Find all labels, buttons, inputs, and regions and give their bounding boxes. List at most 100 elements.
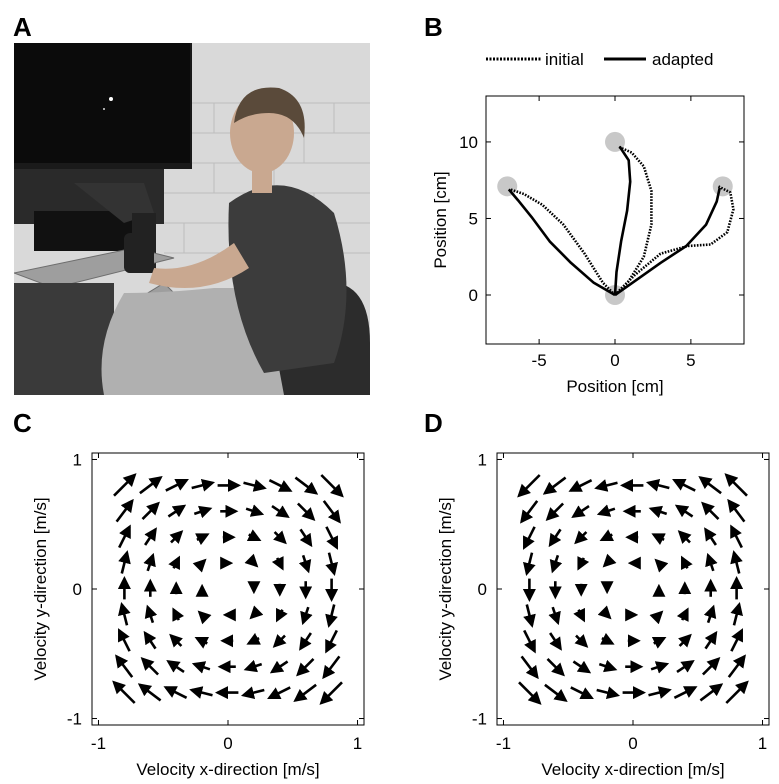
force-vector-arrow [549, 632, 562, 651]
force-vector-arrow [518, 681, 542, 705]
x-axis-label: Velocity x-direction [m/s] [136, 760, 319, 779]
force-vector-arrow [574, 634, 589, 648]
force-vector-arrow [191, 479, 216, 492]
force-vector-arrow [296, 502, 316, 521]
force-vector-arrow [272, 634, 287, 648]
trajectory-adapted [507, 188, 616, 297]
force-vector-arrow [296, 657, 315, 677]
force-vector-arrow [325, 552, 338, 577]
y-axis-label: Position [cm] [431, 171, 450, 268]
force-vector-arrow [166, 660, 185, 673]
force-vector-arrow [322, 655, 341, 680]
y-tick-label: 10 [459, 133, 478, 152]
force-vector-arrow [542, 476, 567, 495]
force-vector-arrow [144, 527, 157, 546]
force-vector-arrow [243, 659, 263, 673]
force-vector-arrow [594, 479, 618, 492]
force-vector-arrow [681, 555, 693, 571]
force-vector-arrow [520, 655, 539, 680]
force-vector-arrow [523, 552, 536, 577]
force-vector-arrow [598, 659, 618, 673]
force-vector-arrow [169, 633, 183, 648]
force-vector-arrow [523, 526, 536, 550]
force-vector-arrow [113, 473, 137, 497]
force-vector-arrow [139, 476, 163, 495]
force-vector-arrow [115, 654, 134, 678]
force-vector-arrow [118, 550, 131, 574]
force-vector-arrow [197, 610, 212, 625]
force-vector-arrow [320, 474, 344, 498]
plot-frame [496, 452, 770, 726]
panel-label-d: D [424, 408, 443, 438]
force-vector-arrow [523, 629, 536, 654]
force-vector-arrow [727, 654, 746, 678]
force-vector-arrow [727, 498, 746, 523]
force-vector-arrow [517, 474, 541, 498]
force-vector-arrow [648, 686, 672, 699]
force-vector-arrow [676, 607, 689, 622]
force-vector-arrow [677, 530, 692, 544]
force-vector-arrow [568, 479, 593, 492]
force-vector-arrow [267, 686, 291, 699]
force-vector-arrow [599, 529, 615, 541]
force-vector-arrow [325, 629, 338, 654]
force-vector-arrow [112, 680, 136, 704]
force-vector-arrow [143, 552, 156, 572]
x-axis-label: Position [cm] [566, 377, 663, 396]
force-vector-arrow [730, 628, 743, 652]
force-vector-arrow [704, 630, 718, 650]
y-tick-label: 5 [469, 209, 478, 228]
force-vector-arrow [167, 504, 187, 518]
force-vector-arrow [268, 479, 293, 492]
y-tick-label: 1 [73, 450, 82, 469]
force-vector-arrow [325, 526, 338, 550]
force-vector-arrow [273, 530, 287, 545]
force-vector-arrow [144, 604, 158, 624]
force-vector-arrow [571, 505, 590, 518]
force-vector-arrow [572, 660, 592, 674]
force-vector-arrow [674, 504, 694, 518]
force-vector-arrow [243, 479, 267, 492]
plot-frame [91, 452, 365, 726]
y-tick-label: 0 [478, 580, 487, 599]
force-vector-arrow [276, 607, 288, 623]
force-vector-arrow [271, 505, 290, 518]
force-vector-arrow [294, 476, 319, 495]
x-tick-label: -1 [91, 734, 106, 753]
trajectory-adapted [614, 187, 721, 297]
force-vector-arrow [725, 680, 749, 704]
force-vector-arrow [299, 632, 312, 651]
force-vector-arrow [298, 554, 312, 574]
force-vector-arrow [322, 500, 341, 524]
force-vector-arrow [730, 524, 743, 549]
force-vector-arrow [730, 550, 743, 574]
force-vector-arrow [118, 524, 131, 549]
force-vector-arrow [651, 533, 666, 546]
force-vector-arrow [163, 686, 188, 699]
force-vector-arrow [249, 605, 264, 620]
force-vector-arrow [193, 505, 213, 519]
force-vector-arrow [651, 637, 667, 649]
force-vector-arrow [701, 657, 721, 676]
force-vector-arrow [118, 628, 131, 652]
counterclockwise-force-field-chart: -1 0 1 -1 0 1 Velocity x-direction [m/s] Veloci… [436, 450, 770, 779]
person [101, 87, 347, 395]
force-vector-arrow [172, 607, 185, 622]
legend-initial-label: initial [545, 50, 584, 69]
force-vector-arrow [191, 661, 211, 674]
force-vector-arrow [549, 554, 563, 574]
force-vector-arrow [701, 501, 720, 521]
y-tick-label: 0 [469, 286, 478, 305]
force-vector-arrow [673, 686, 698, 699]
force-vector-arrow [649, 610, 664, 625]
force-vector-arrow [168, 555, 180, 571]
force-vector-arrow [574, 530, 588, 545]
force-vector-arrow [676, 660, 695, 673]
force-vector-arrow [194, 637, 210, 649]
force-vector-arrow [705, 552, 718, 572]
x-tick-label: 0 [628, 734, 637, 753]
force-vector-arrow [597, 605, 612, 620]
force-vector-arrow [115, 498, 134, 523]
y-tick-label: -1 [472, 710, 487, 729]
force-vector-arrow [596, 686, 621, 699]
